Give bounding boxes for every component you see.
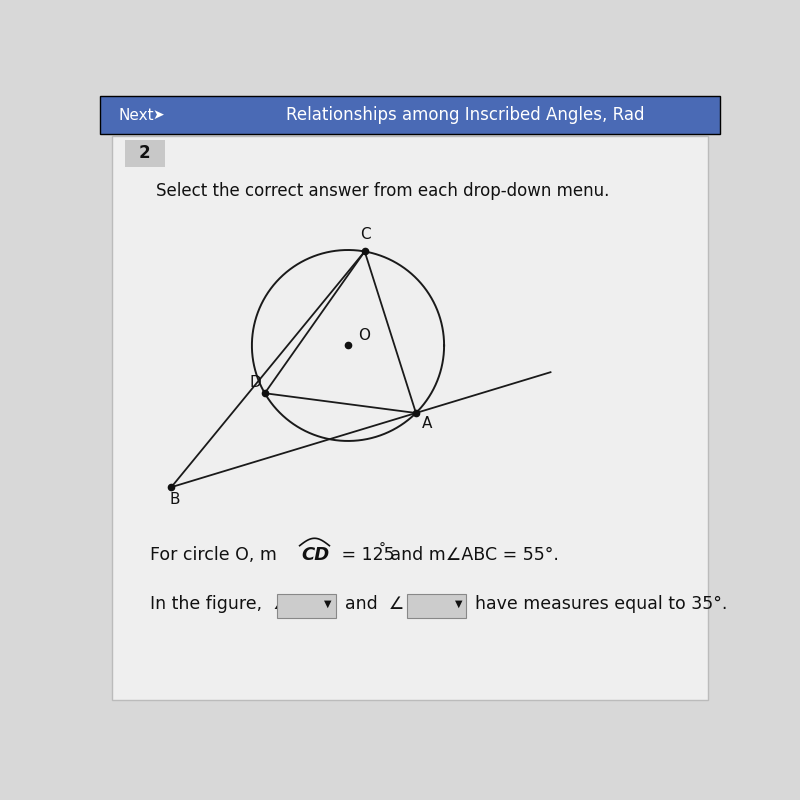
Text: and m∠ABC = 55°.: and m∠ABC = 55°. bbox=[386, 546, 559, 564]
Text: In the figure,  ∠: In the figure, ∠ bbox=[150, 595, 288, 613]
Text: Relationships among Inscribed Angles, Rad: Relationships among Inscribed Angles, Ra… bbox=[286, 106, 645, 124]
Text: O: O bbox=[358, 328, 370, 343]
FancyBboxPatch shape bbox=[112, 136, 708, 700]
Text: CD: CD bbox=[302, 546, 330, 564]
Text: Next: Next bbox=[118, 107, 154, 122]
Text: = 125: = 125 bbox=[336, 546, 394, 564]
Text: ▼: ▼ bbox=[454, 599, 462, 610]
Text: 2: 2 bbox=[139, 144, 150, 162]
Text: ▼: ▼ bbox=[325, 599, 332, 610]
FancyBboxPatch shape bbox=[277, 594, 336, 618]
FancyBboxPatch shape bbox=[100, 96, 720, 134]
Text: D: D bbox=[250, 374, 262, 390]
Text: ➤: ➤ bbox=[153, 108, 164, 122]
Text: A: A bbox=[422, 416, 432, 431]
Text: and  ∠: and ∠ bbox=[345, 595, 404, 613]
Text: °: ° bbox=[379, 542, 386, 556]
Text: C: C bbox=[361, 226, 371, 242]
FancyBboxPatch shape bbox=[407, 594, 466, 618]
Text: B: B bbox=[169, 492, 180, 507]
Text: For circle O, m: For circle O, m bbox=[150, 546, 277, 564]
Text: have measures equal to 35°.: have measures equal to 35°. bbox=[475, 595, 727, 613]
FancyBboxPatch shape bbox=[125, 140, 165, 167]
Text: Select the correct answer from each drop-down menu.: Select the correct answer from each drop… bbox=[156, 182, 609, 201]
